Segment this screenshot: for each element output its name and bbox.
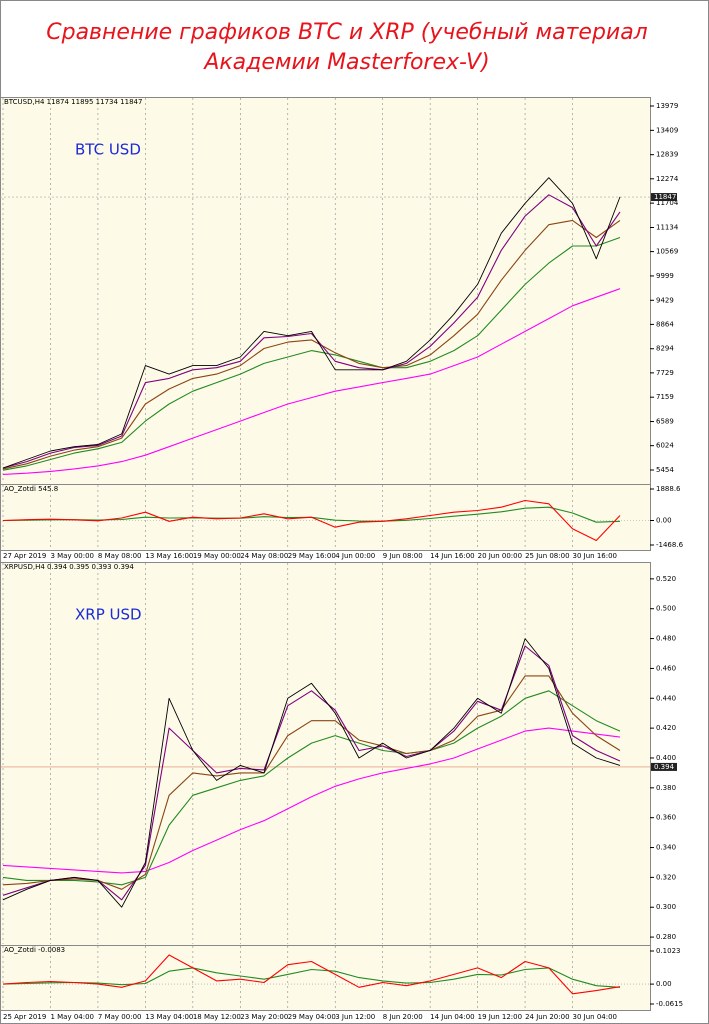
last-price-box [651, 762, 677, 771]
x-tick-label: 14 Jun 16:00 [430, 552, 474, 560]
panel [0, 484, 651, 551]
y-tick-label: 7729 [656, 369, 674, 377]
series-line [2, 727, 621, 874]
y-tick-label: 0.320 [656, 873, 676, 881]
last-price-box [651, 193, 677, 202]
y-tick-label: 5454 [656, 466, 674, 474]
x-tick-label: 14 Jun 04:00 [430, 1013, 474, 1021]
last-price-label: 0.394 [654, 763, 675, 771]
y-tick-label: 0.520 [656, 575, 676, 583]
x-tick-label: 3 May 00:00 [50, 552, 94, 560]
y-tick-label: 11134 [656, 223, 679, 231]
page-title: Академии Masterforex-V) [202, 50, 489, 75]
x-tick-label: 13 May 04:00 [145, 1013, 193, 1021]
panel [0, 97, 651, 485]
chart-label: BTC USD [75, 141, 141, 159]
y-tick-label: 7159 [656, 393, 674, 401]
y-tick-label: 0.440 [656, 694, 676, 702]
y-tick-label: 0.500 [656, 605, 676, 613]
x-tick-label: 13 May 16:00 [145, 552, 193, 560]
y-tick-label: 12274 [656, 175, 679, 183]
y-tick-label: 0.340 [656, 844, 676, 852]
x-tick-label: 25 Jun 08:00 [525, 552, 569, 560]
y-tick-label: 13409 [656, 126, 678, 134]
x-tick-label: 20 Jun 00:00 [478, 552, 522, 560]
y-tick-label: 9429 [656, 296, 674, 304]
x-tick-label: 30 Jun 16:00 [573, 552, 617, 560]
x-tick-label: 27 Apr 2019 [3, 552, 46, 560]
y-tick-label: 9999 [656, 272, 674, 280]
y-tick-label: 0.460 [656, 664, 676, 672]
x-tick-label: 29 May 16:00 [288, 552, 336, 560]
series-line [2, 645, 621, 901]
series-line [2, 177, 621, 469]
series-line [2, 194, 621, 469]
x-tick-label: 19 Jun 12:00 [478, 1013, 522, 1021]
y-tick-label: 0.00 [656, 980, 672, 988]
y-tick-label: -0.0615 [656, 1000, 683, 1008]
x-tick-label: 24 May 08:00 [240, 552, 288, 560]
x-tick-label: 9 Jun 08:00 [383, 552, 423, 560]
chart-label: XRP USD [75, 606, 142, 624]
panel-header: AO_Zotdi -0.0083 [4, 946, 65, 954]
y-tick-label: 6024 [656, 442, 674, 450]
series-line [2, 288, 621, 475]
series-line [2, 967, 621, 988]
y-tick-label: 12839 [656, 151, 678, 159]
x-tick-label: 8 May 08:00 [98, 552, 142, 560]
x-tick-label: 24 Jun 20:00 [525, 1013, 569, 1021]
y-tick-label: 0.1023 [656, 947, 681, 955]
x-tick-label: 3 Jun 12:00 [335, 1013, 375, 1021]
y-tick-label: 8294 [656, 345, 674, 353]
y-tick-label: 0.00 [656, 517, 672, 525]
page-title: Сравнение графиков BTC и XRP (учебный ма… [46, 20, 648, 45]
last-price-label: 11847 [654, 193, 676, 201]
x-tick-label: 30 Jun 04:00 [573, 1013, 617, 1021]
y-tick-label: 0.420 [656, 724, 676, 732]
series-line [2, 638, 621, 908]
y-tick-label: 8864 [656, 320, 674, 328]
series-line [2, 675, 621, 890]
y-tick-label: 0.480 [656, 635, 676, 643]
y-tick-label: 13979 [656, 102, 678, 110]
y-tick-label: 6589 [656, 418, 674, 426]
x-tick-label: 18 May 12:00 [193, 1013, 241, 1021]
y-tick-label: 0.380 [656, 784, 676, 792]
y-tick-label: -1468.6 [656, 541, 684, 549]
series-line [2, 499, 621, 542]
x-tick-label: 25 Apr 2019 [3, 1013, 46, 1021]
x-tick-label: 23 May 20:00 [240, 1013, 288, 1021]
x-tick-label: 7 May 00:00 [98, 1013, 142, 1021]
x-tick-label: 1 May 04:00 [50, 1013, 94, 1021]
x-tick-label: 8 Jun 20:00 [383, 1013, 423, 1021]
panel [0, 562, 651, 946]
series-line [2, 236, 621, 471]
x-tick-label: 29 May 04:00 [288, 1013, 336, 1021]
y-tick-label: 1888.6 [656, 485, 681, 493]
panel-header: BTCUSD,H4 11874 11895 11734 11847 [4, 98, 142, 106]
panel-header: AO_Zotdi 545.8 [4, 485, 58, 493]
panel [0, 945, 651, 1011]
y-tick-label: 11704 [656, 199, 679, 207]
y-tick-label: 0.360 [656, 814, 676, 822]
y-tick-label: 10569 [656, 248, 678, 256]
panel-header: XRPUSD,H4 0.394 0.395 0.393 0.394 [4, 563, 134, 571]
y-tick-label: 0.300 [656, 903, 676, 911]
series-line [2, 219, 621, 470]
y-tick-label: 0.280 [656, 933, 676, 941]
series-line [2, 954, 621, 995]
y-tick-label: 0.400 [656, 754, 676, 762]
x-tick-label: 4 Jun 00:00 [335, 552, 375, 560]
x-tick-label: 19 May 00:00 [193, 552, 241, 560]
